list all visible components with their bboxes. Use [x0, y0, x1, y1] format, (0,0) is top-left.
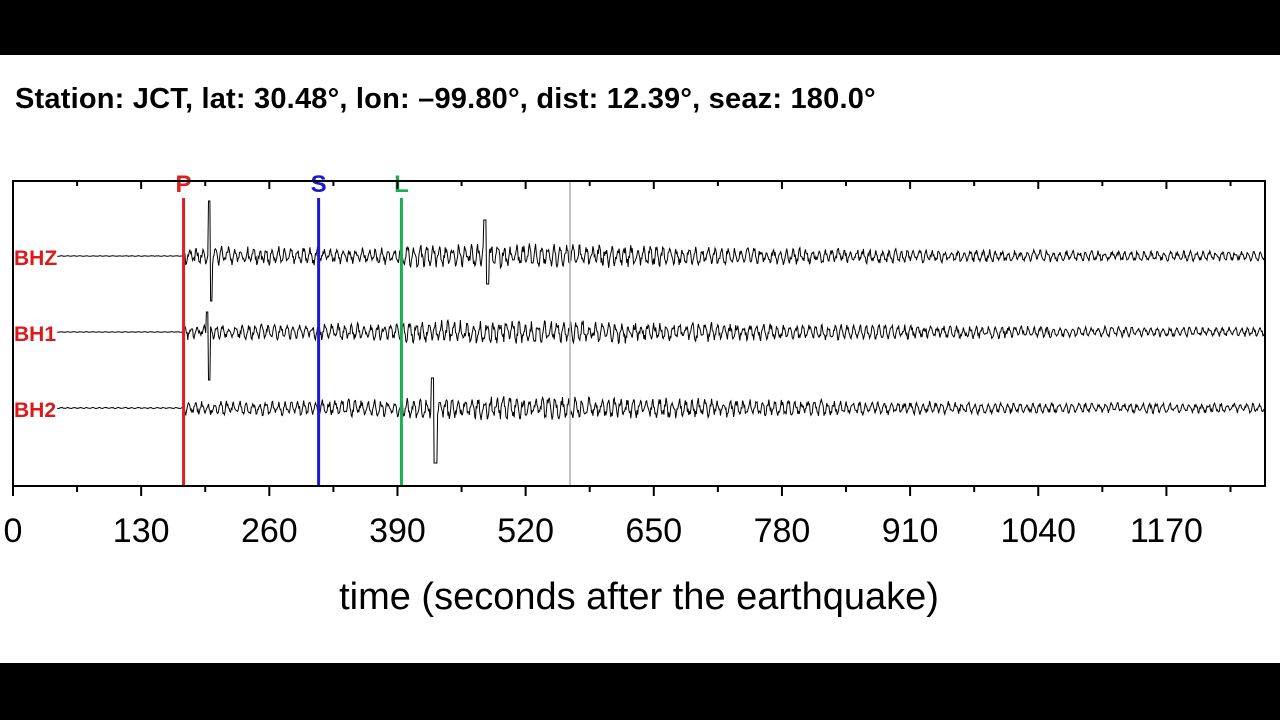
- phase-label-L: L: [394, 171, 409, 198]
- x-tick-label: 520: [497, 512, 554, 550]
- channel-label-BH2: BH2: [14, 399, 56, 422]
- seismogram-figure: Station: JCT, lat: 30.48°, lon: –99.80°,…: [0, 55, 1280, 663]
- trace-BHZ: [56, 200, 1265, 302]
- plot-frame: [12, 180, 1266, 487]
- x-tick-label: 260: [241, 512, 298, 550]
- traces-group: [56, 200, 1265, 464]
- x-tick-label: 650: [625, 512, 682, 550]
- phase-label-P: P: [176, 171, 192, 198]
- labels-group: 0 130 260 390 520 650 780 910 1040 1170 BHZ BH1 BH2: [4, 247, 1203, 550]
- x-axis-label: time (seconds after the earthquake): [339, 576, 939, 618]
- trace-BH1: [56, 311, 1265, 381]
- channel-label-BH1: BH1: [14, 323, 56, 346]
- x-tick-label: 910: [882, 512, 939, 550]
- x-tick-label: 390: [369, 512, 426, 550]
- phase-label-S: S: [311, 171, 327, 198]
- seismogram-plot: P S L 0 130 260 390 520 650 780 910 1040 1170 BHZ BH1…: [4, 171, 1266, 618]
- x-tick-label: 1170: [1130, 512, 1203, 550]
- x-tick-label: 0: [4, 512, 23, 550]
- channel-label-BHZ: BHZ: [14, 247, 57, 270]
- ticks-group: [12, 181, 1232, 496]
- x-tick-label: 780: [754, 512, 811, 550]
- station-title: Station: JCT, lat: 30.48°, lon: –99.80°,…: [15, 83, 876, 115]
- trace-BH2: [56, 377, 1265, 464]
- x-tick-label: 1040: [1000, 512, 1076, 550]
- x-tick-label: 130: [113, 512, 170, 550]
